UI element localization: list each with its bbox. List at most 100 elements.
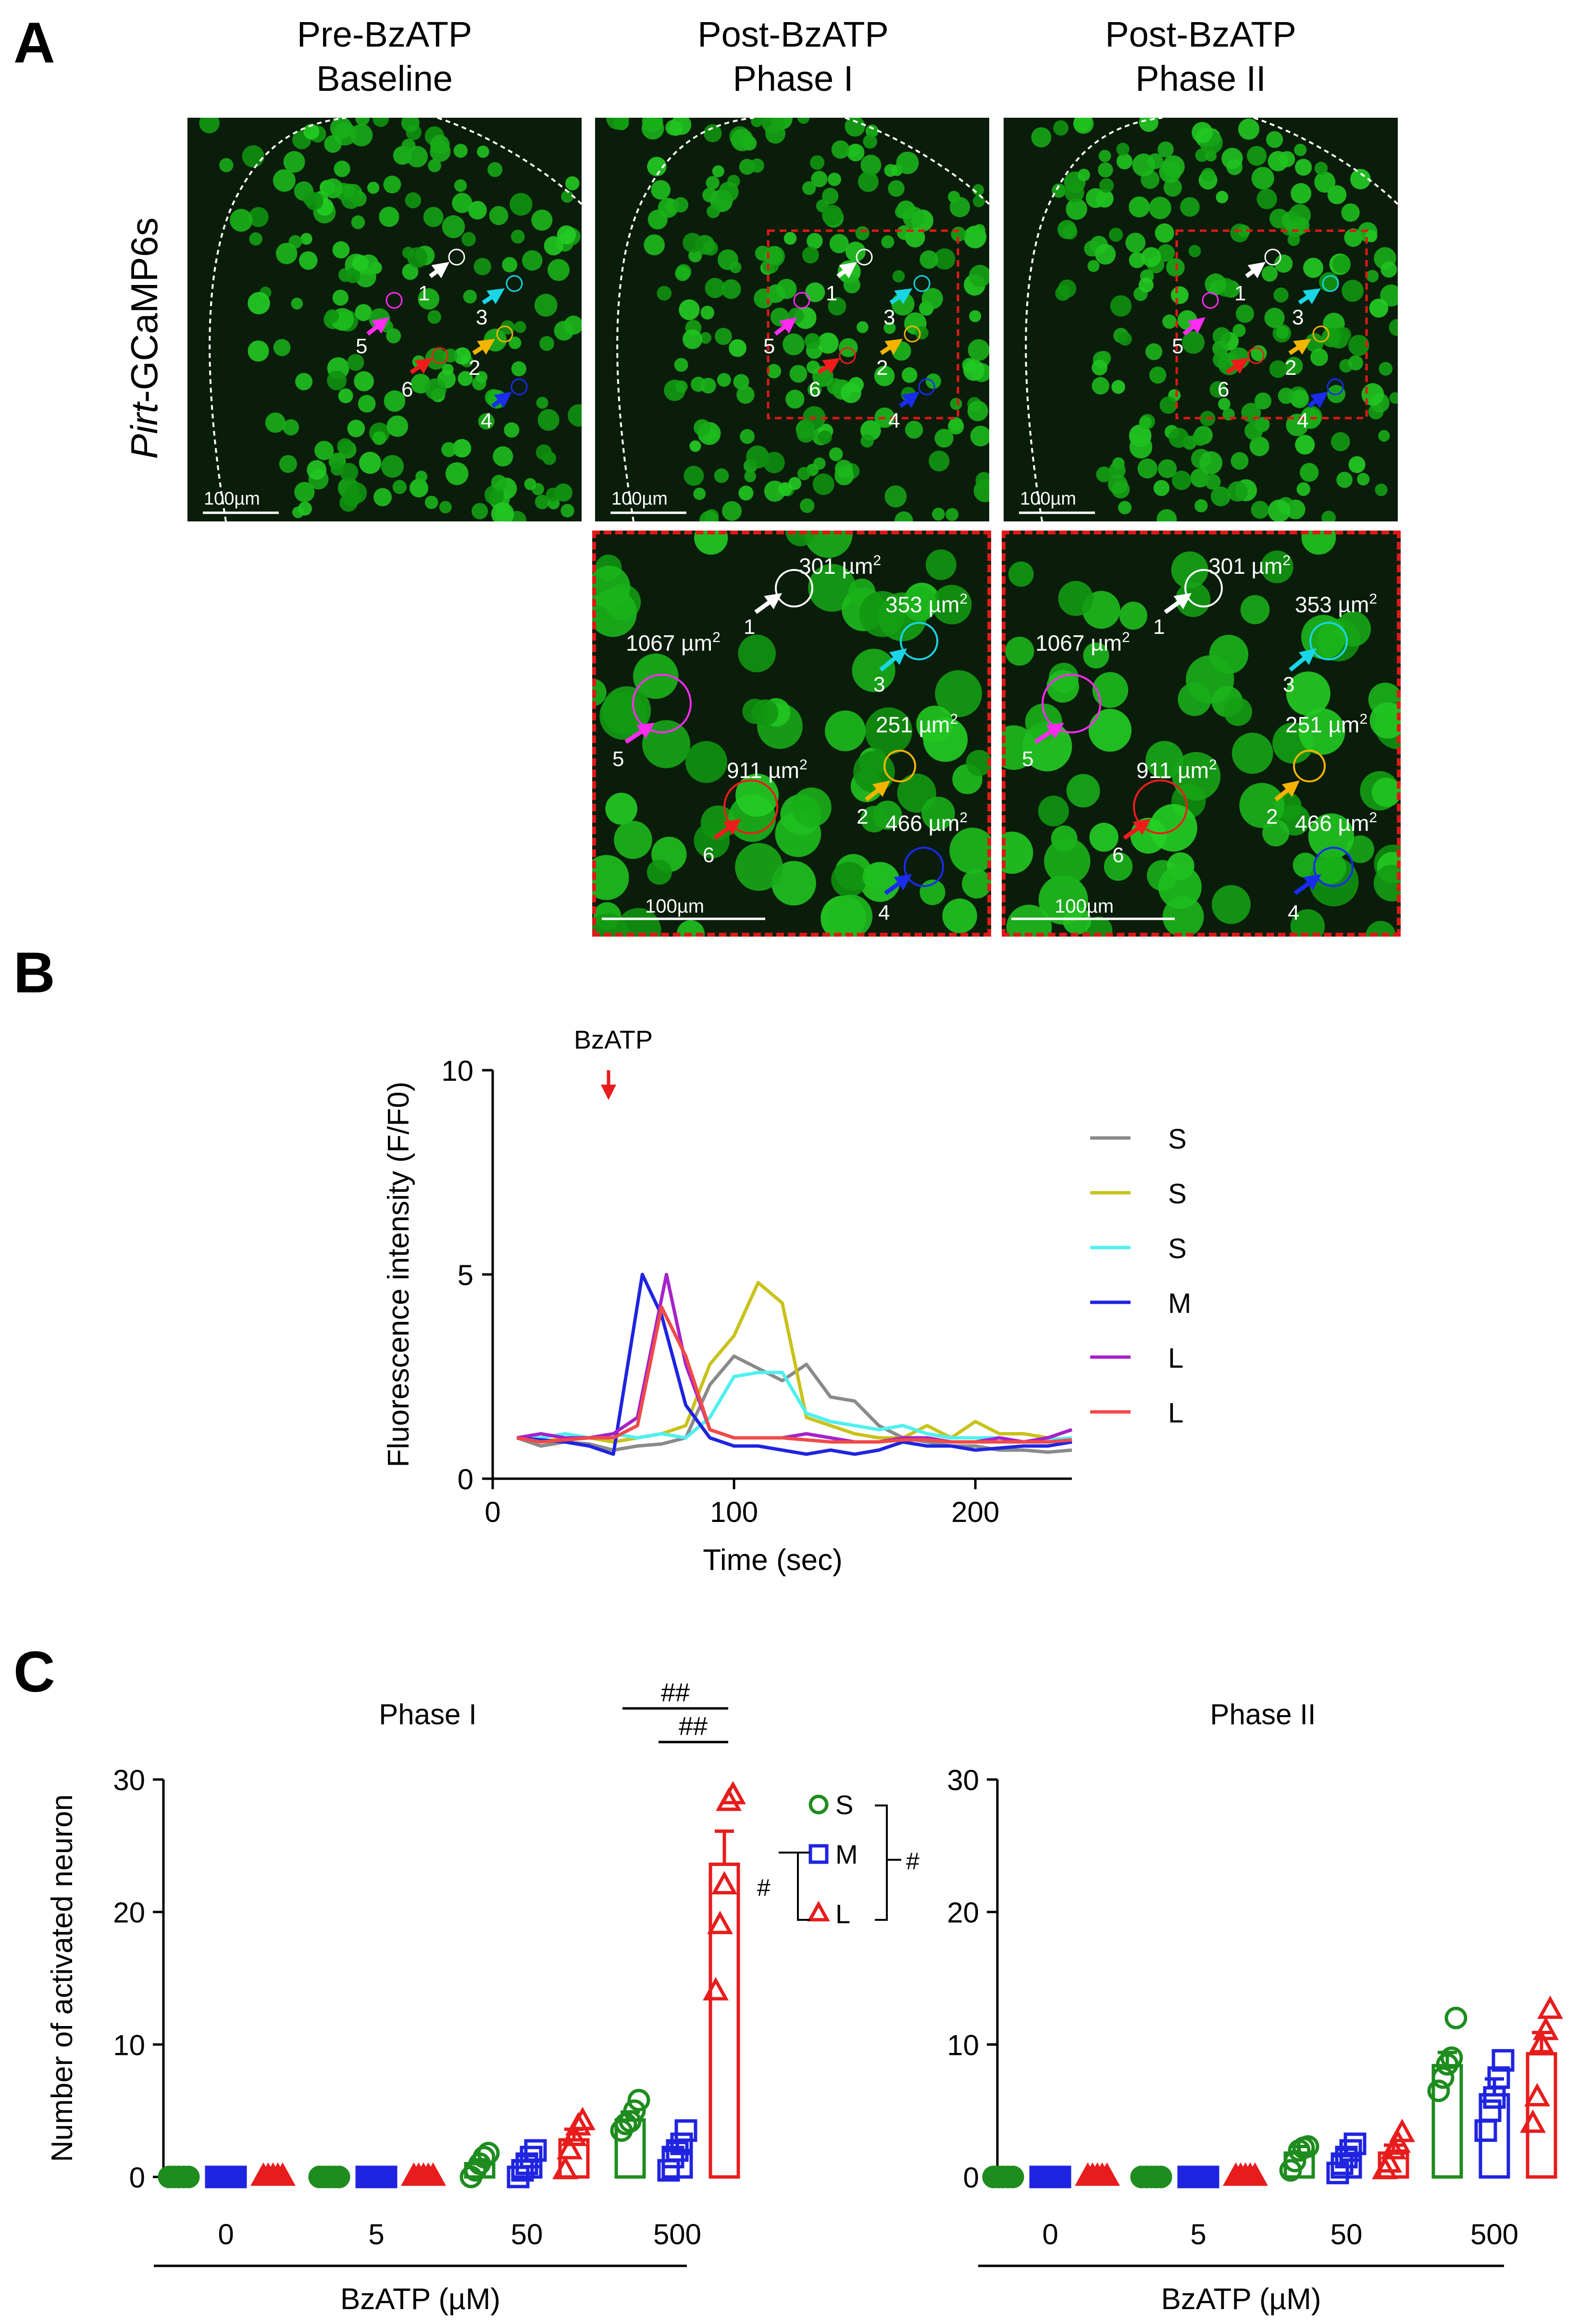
neuron-cell [718, 182, 739, 202]
roi-number: 2 [857, 805, 868, 828]
roi-outline [1322, 275, 1339, 292]
neuron-cell [675, 380, 688, 393]
neuron-cell [1295, 159, 1312, 176]
neuron-cell [1055, 285, 1071, 301]
neuron-cell [1138, 277, 1154, 293]
neuron-cell [299, 251, 318, 270]
roi-area-label: 466 µm2 [1295, 810, 1377, 836]
neuron-cell [860, 154, 882, 175]
bar [709, 1862, 740, 2179]
roi-arrow-head [894, 288, 912, 305]
col-title-line1: Pre-BzATP [297, 14, 472, 54]
neuron-cell [1286, 671, 1330, 716]
neuron-cell [1038, 795, 1069, 827]
neuron-cell [510, 193, 533, 216]
neuron-cell [475, 371, 488, 383]
neuron-cell [291, 297, 303, 310]
neuron-cell [592, 855, 629, 900]
roi-outline [839, 347, 856, 364]
neuron-cell [1129, 196, 1150, 218]
neuron-cell [358, 395, 376, 413]
neuron-cell [314, 441, 334, 460]
roi-arrow-head [764, 593, 782, 609]
neuron-cell [1159, 396, 1177, 414]
neuron-cell [785, 531, 816, 546]
roi-arrow-head [839, 262, 857, 278]
neuron-cell [1171, 470, 1192, 490]
neuron-cell [920, 250, 938, 269]
y-tick-label: 30 [947, 1764, 979, 1796]
roi-number: 5 [763, 334, 775, 358]
neuron-cell [706, 176, 720, 190]
roi-outline [904, 847, 944, 887]
annotation-arrow-head [601, 1085, 616, 1100]
roi-outline [913, 275, 931, 292]
data-point [1339, 2139, 1362, 2162]
neuron-cell [338, 388, 353, 404]
zoom-phase2: 100µm 1 301 µm2 3 353 µm2 5 1067 µm2 2 251 µm2 6 9… [1002, 531, 1401, 937]
neuron-cell [807, 233, 823, 249]
roi-area-superscript: 2 [1209, 757, 1217, 773]
roi-number: 1 [1153, 615, 1165, 639]
neuron-cell [405, 192, 422, 209]
neuron-cell [771, 861, 816, 906]
neuron-cell [703, 124, 722, 143]
neuron-cell [788, 477, 802, 490]
y-tick-label: 0 [129, 2162, 145, 2194]
neuron-cell [339, 463, 359, 482]
neuron-cell [699, 510, 719, 521]
neuron-cell [903, 207, 925, 228]
neuron-cell [568, 404, 582, 427]
tissue-outline [209, 118, 347, 521]
roi-outline [496, 325, 513, 343]
neuron-cell [1006, 904, 1052, 937]
neuron-cell [1291, 183, 1312, 204]
x-tick-label: 5 [368, 2218, 384, 2250]
neuron-cell [862, 864, 888, 890]
roi-area-value: 251 µm [1285, 712, 1359, 737]
neuron-cell [439, 501, 452, 514]
roi-number: 3 [1292, 306, 1304, 329]
neuron-cell [884, 164, 897, 177]
neuron-cell [537, 409, 559, 431]
roi-area-value: 353 µm [1295, 592, 1369, 617]
neuron-cell [1158, 865, 1202, 909]
neuron-cell [731, 128, 754, 151]
neuron-cell [902, 586, 937, 621]
roi-outline [856, 248, 873, 266]
roi-area-label: 251 µm2 [876, 711, 958, 737]
neuron-cell [1098, 149, 1111, 162]
neuron-cell [881, 235, 895, 248]
neuron-cell [1118, 501, 1132, 515]
x-tick-label: 100 [710, 1496, 758, 1528]
neuron-cell [1119, 602, 1147, 630]
roi-number: 6 [703, 843, 714, 867]
neuron-cell [683, 233, 703, 253]
neuron-cell [373, 118, 389, 127]
neuron-cell [966, 750, 991, 776]
neuron-cell [1237, 224, 1250, 237]
data-point [520, 2146, 543, 2169]
neuron-cell [1002, 831, 1033, 874]
data-point [670, 2132, 693, 2155]
neuron-cell [1192, 122, 1213, 143]
neuron-cell [1235, 304, 1255, 323]
neuron-cell [865, 124, 879, 138]
neuron-cell [473, 258, 491, 275]
roi-outline [1133, 779, 1188, 834]
neuron-cell [1157, 244, 1175, 262]
micrograph-baseline: 100µm 1 3 5 2 6 4 [187, 118, 582, 521]
neuron-cell [1348, 456, 1366, 473]
neuron-cell [802, 247, 819, 264]
neuron-cell [825, 710, 866, 752]
neuron-cell [242, 145, 264, 168]
neuron-cell [1155, 223, 1174, 243]
neuron-cell [544, 236, 563, 256]
roi-outline [448, 248, 465, 266]
neuron-cell [334, 161, 350, 177]
neuron-cell [323, 178, 343, 198]
roi-arrow-head [1293, 339, 1311, 355]
neuron-cell [679, 299, 700, 321]
neuron-cell [1365, 230, 1378, 243]
neuron-cell [1092, 359, 1107, 376]
